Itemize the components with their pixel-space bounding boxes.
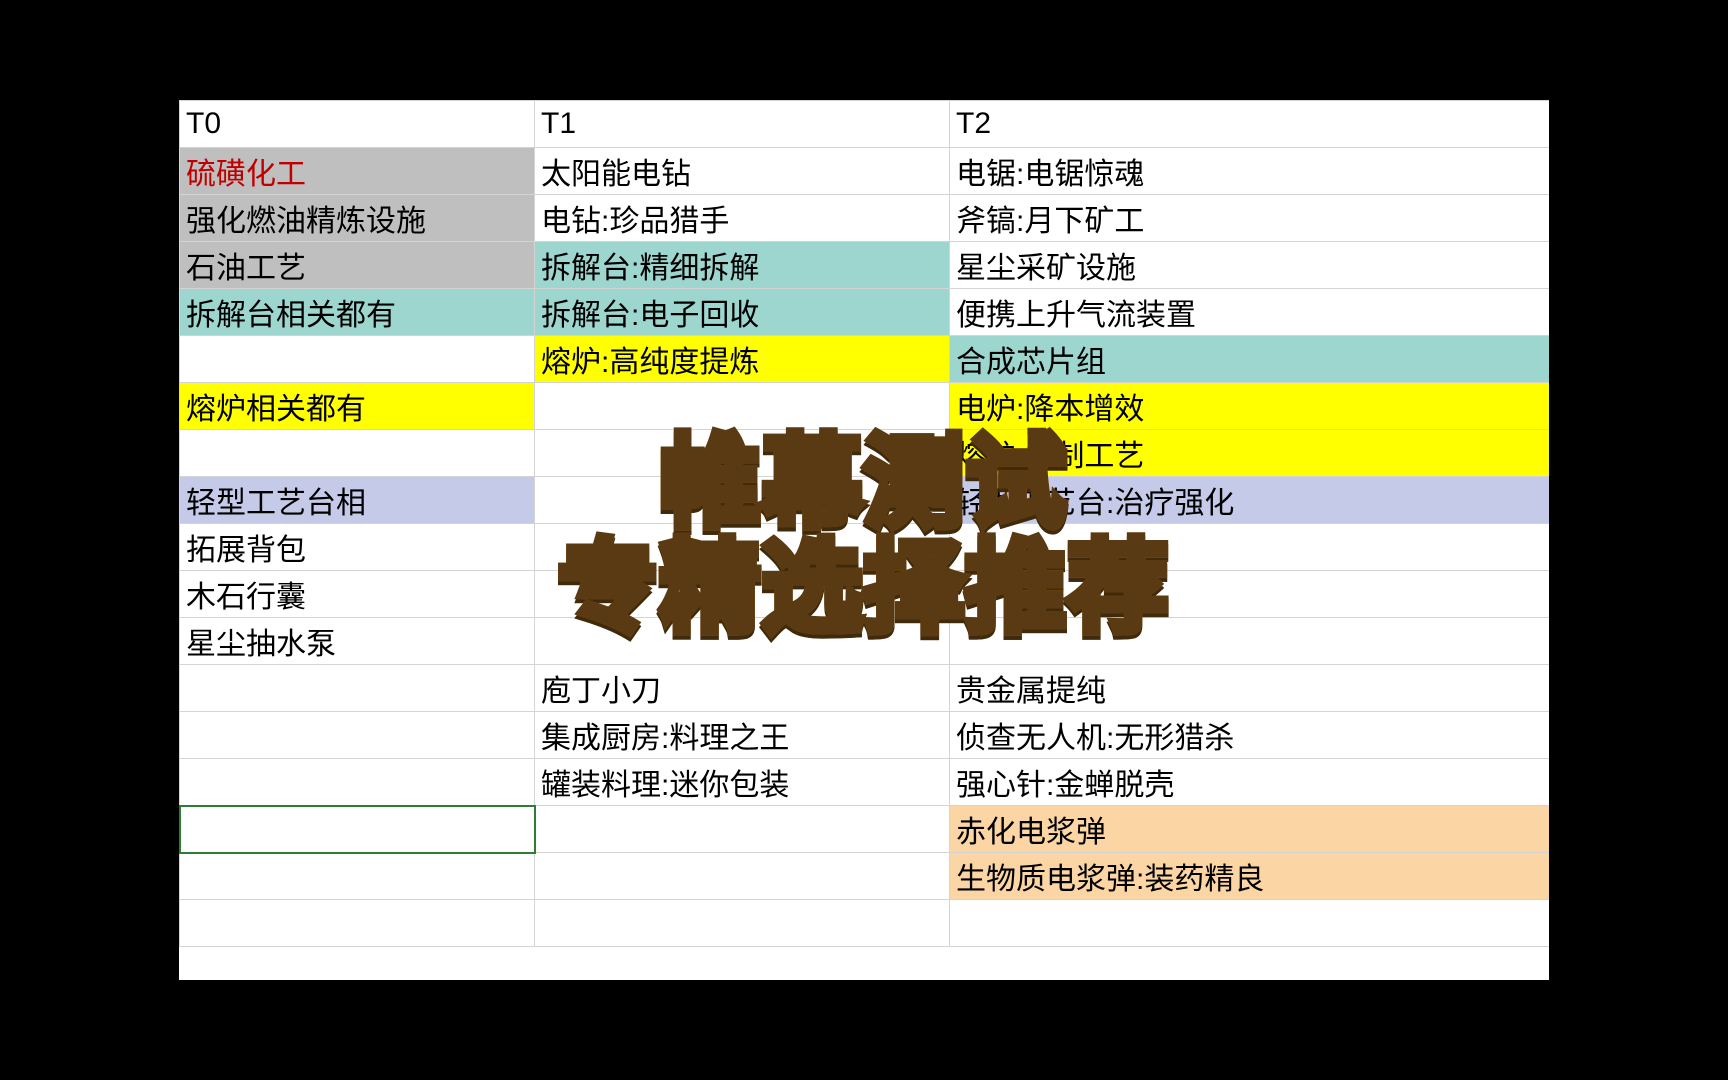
cell-r8-c1[interactable]: [535, 524, 950, 571]
cell-r9-c1[interactable]: [535, 571, 950, 618]
cell-r12-c0[interactable]: [180, 712, 535, 759]
spreadsheet-grid[interactable]: T0T1T2 硫磺化工太阳能电钻电锯:电锯惊魂强化燃油精炼设施电钻:珍品猎手斧镐:…: [179, 100, 1549, 947]
cell-r7-c2[interactable]: 轻型工艺台:治疗强化: [950, 477, 1550, 524]
cell-r16-c2[interactable]: [950, 900, 1550, 947]
cell-r8-c0[interactable]: 拓展背包: [180, 524, 535, 571]
cell-r16-c1[interactable]: [535, 900, 950, 947]
cell-r6-c0[interactable]: [180, 430, 535, 477]
cell-r15-c2[interactable]: 生物质电浆弹:装药精良: [950, 853, 1550, 900]
cell-r10-c2[interactable]: [950, 618, 1550, 665]
cell-r6-c2[interactable]: 熔炉:烧制工艺: [950, 430, 1550, 477]
cell-r11-c2[interactable]: 贵金属提纯: [950, 665, 1550, 712]
cell-r13-c2[interactable]: 强心针:金蝉脱壳: [950, 759, 1550, 806]
cell-r11-c0[interactable]: [180, 665, 535, 712]
cell-r3-c1[interactable]: 拆解台:电子回收: [535, 289, 950, 336]
cell-r12-c2[interactable]: 侦查无人机:无形猎杀: [950, 712, 1550, 759]
cell-r4-c1[interactable]: 熔炉:高纯度提炼: [535, 336, 950, 383]
column-header-c1[interactable]: T1: [535, 101, 950, 148]
cell-r1-c2[interactable]: 斧镐:月下矿工: [950, 195, 1550, 242]
cell-r13-c0[interactable]: [180, 759, 535, 806]
cell-r3-c0[interactable]: 拆解台相关都有: [180, 289, 535, 336]
cell-r0-c1[interactable]: 太阳能电钻: [535, 148, 950, 195]
column-header-c2[interactable]: T2: [950, 101, 1550, 148]
cell-r3-c2[interactable]: 便携上升气流装置: [950, 289, 1550, 336]
spreadsheet-panel: T0T1T2 硫磺化工太阳能电钻电锯:电锯惊魂强化燃油精炼设施电钻:珍品猎手斧镐:…: [179, 100, 1549, 980]
cell-r7-c1[interactable]: [535, 477, 950, 524]
cell-r5-c1[interactable]: [535, 383, 950, 430]
cell-r13-c1[interactable]: 罐装料理:迷你包装: [535, 759, 950, 806]
cell-r9-c2[interactable]: [950, 571, 1550, 618]
cell-r2-c1[interactable]: 拆解台:精细拆解: [535, 242, 950, 289]
cell-r0-c2[interactable]: 电锯:电锯惊魂: [950, 148, 1550, 195]
cell-r4-c0[interactable]: [180, 336, 535, 383]
cell-r10-c1[interactable]: [535, 618, 950, 665]
cell-r15-c0[interactable]: [180, 853, 535, 900]
cell-r7-c0[interactable]: 轻型工艺台相: [180, 477, 535, 524]
cell-r0-c0[interactable]: 硫磺化工: [180, 148, 535, 195]
cell-r10-c0[interactable]: 星尘抽水泵: [180, 618, 535, 665]
cell-r12-c1[interactable]: 集成厨房:料理之王: [535, 712, 950, 759]
cell-r5-c0[interactable]: 熔炉相关都有: [180, 383, 535, 430]
cell-r4-c2[interactable]: 合成芯片组: [950, 336, 1550, 383]
cell-r14-c0[interactable]: [180, 806, 535, 853]
cell-r6-c1[interactable]: [535, 430, 950, 477]
column-header-c0[interactable]: T0: [180, 101, 535, 148]
cell-r9-c0[interactable]: 木石行囊: [180, 571, 535, 618]
cell-r5-c2[interactable]: 电炉:降本增效: [950, 383, 1550, 430]
cell-r14-c1[interactable]: [535, 806, 950, 853]
cell-r11-c1[interactable]: 庖丁小刀: [535, 665, 950, 712]
cell-r1-c0[interactable]: 强化燃油精炼设施: [180, 195, 535, 242]
cell-r1-c1[interactable]: 电钻:珍品猎手: [535, 195, 950, 242]
cell-r14-c2[interactable]: 赤化电浆弹: [950, 806, 1550, 853]
cell-r16-c0[interactable]: [180, 900, 535, 947]
cell-r8-c2[interactable]: [950, 524, 1550, 571]
cell-r2-c0[interactable]: 石油工艺: [180, 242, 535, 289]
cell-r2-c2[interactable]: 星尘采矿设施: [950, 242, 1550, 289]
cell-r15-c1[interactable]: [535, 853, 950, 900]
